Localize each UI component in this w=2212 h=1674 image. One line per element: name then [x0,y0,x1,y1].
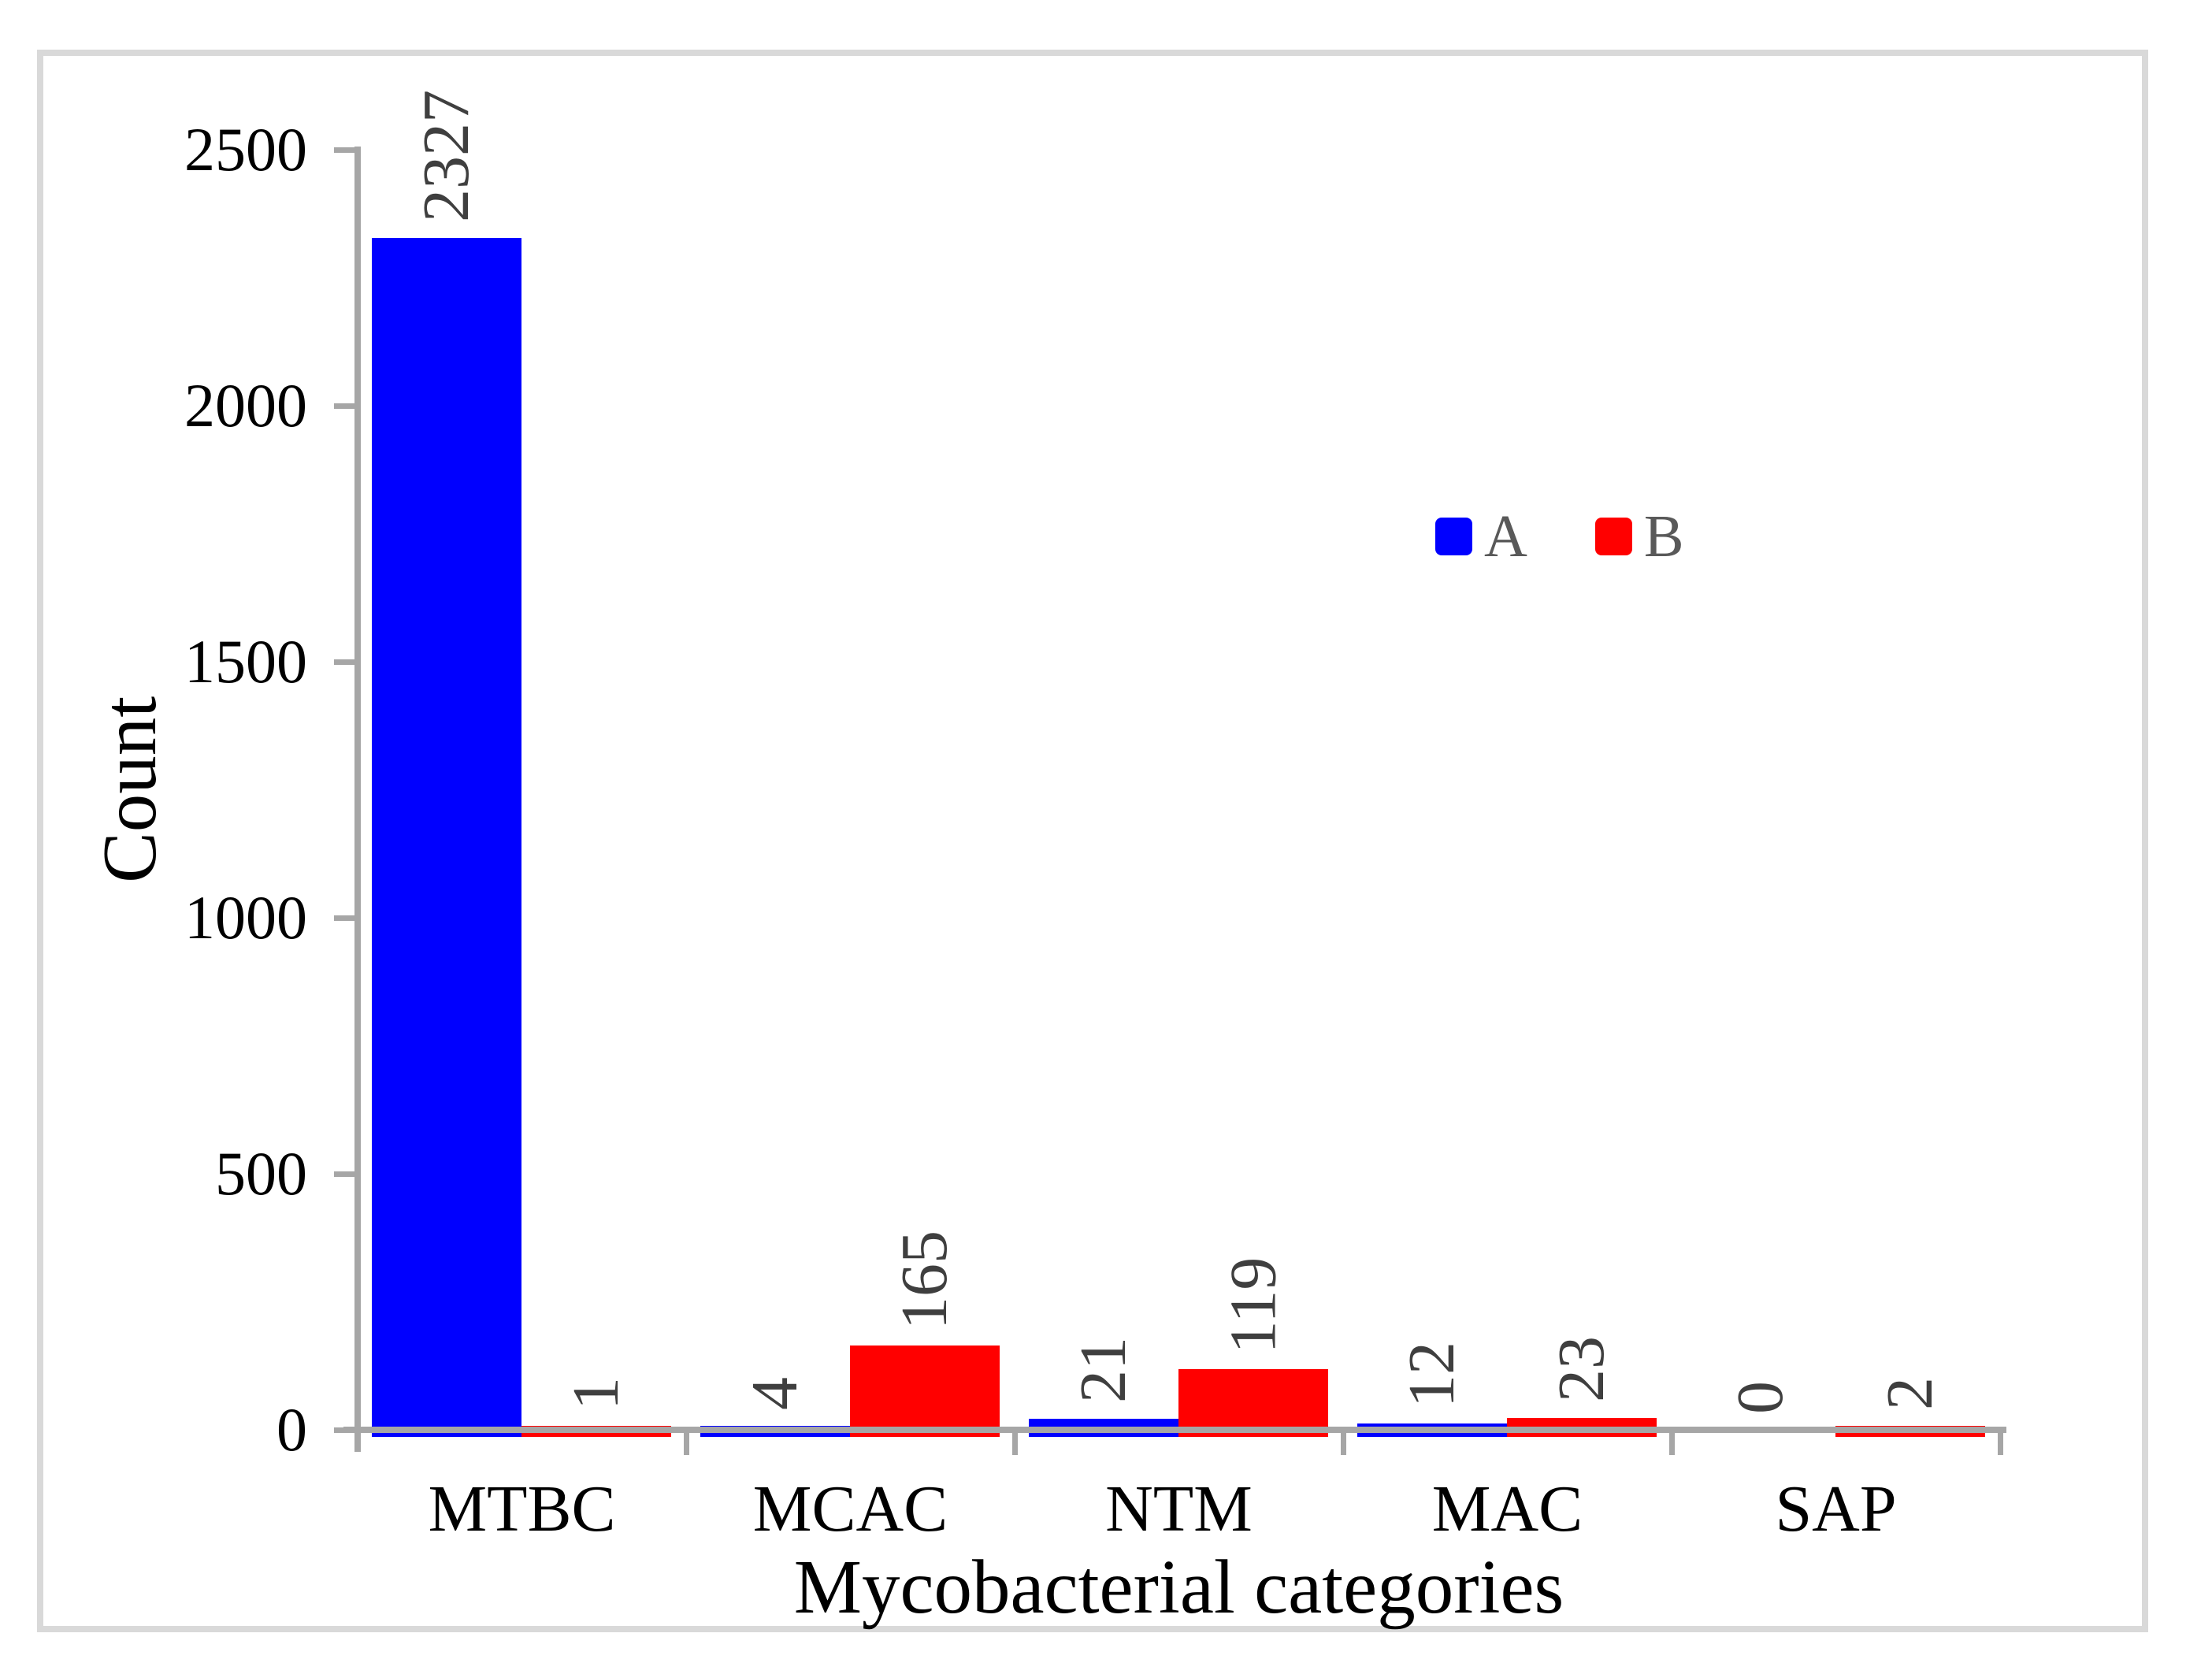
bar-underline-B-MCAC [850,1433,1000,1437]
legend-swatch-B [1594,518,1632,555]
y-tick-label-2000: 2000 [184,371,307,440]
y-tick [334,659,354,665]
category-label-MAC: MAC [1431,1472,1583,1546]
y-tick [334,403,354,409]
data-label-A-MAC: 12 [1395,1342,1468,1408]
y-tick [334,915,354,921]
y-tick-label-0: 0 [276,1395,307,1464]
y-tick-label-500: 500 [215,1139,307,1208]
data-label-A-MCAC: 4 [738,1377,811,1410]
category-label-SAP: SAP [1775,1472,1897,1546]
data-label-B-MAC: 23 [1545,1336,1618,1402]
data-label-B-MCAC: 165 [888,1230,961,1330]
x-tick [683,1433,689,1455]
bar-A-MTBC [372,238,521,1430]
y-tick-label-1000: 1000 [184,883,307,952]
bar-underline-B-MAC [1507,1433,1657,1437]
legend-item-A: A [1435,507,1527,566]
y-tick-label-2500: 2500 [184,115,307,184]
data-label-B-MTBC: 1 [559,1377,633,1410]
x-tick [1340,1433,1346,1455]
category-label-NTM: NTM [1105,1472,1253,1546]
x-axis-line [343,1427,2006,1433]
x-axis-title: Mycobacterial categories [793,1545,1564,1629]
legend-item-B: B [1594,503,1684,570]
data-label-A-MTBC: 2327 [410,90,483,222]
data-label-B-SAP: 2 [1873,1377,1947,1410]
x-tick [1997,1433,2003,1455]
data-label-A-NTM: 21 [1067,1337,1140,1403]
y-axis-line [354,147,361,1452]
y-tick-label-1500: 1500 [184,627,307,696]
bar-B-MCAC [850,1346,1000,1430]
y-tick [334,147,354,153]
legend-swatch-A [1435,518,1472,555]
bar-underline-A-NTM [1029,1433,1178,1437]
bar-underline-B-SAP [1835,1433,1985,1437]
category-label-MCAC: MCAC [752,1472,948,1546]
bar-underline-B-MTBC [521,1433,671,1437]
bar-underline-A-MTBC [372,1433,521,1437]
data-label-B-NTM: 119 [1215,1256,1290,1353]
legend-label-A: A [1484,503,1527,570]
bar-underline-B-NTM [1178,1433,1328,1437]
category-label-MTBC: MTBC [428,1472,616,1546]
data-label-A-SAP: 0 [1724,1381,1797,1414]
x-tick [1011,1433,1018,1455]
legend-label-B: B [1643,503,1684,570]
bar-underline-A-MCAC [700,1433,850,1437]
bar-underline-A-MAC [1357,1433,1507,1437]
y-tick [334,1427,354,1433]
y-tick [334,1171,354,1177]
y-axis-title: Count [87,696,172,883]
bar-B-NTM [1178,1369,1328,1430]
x-tick [1668,1433,1675,1455]
